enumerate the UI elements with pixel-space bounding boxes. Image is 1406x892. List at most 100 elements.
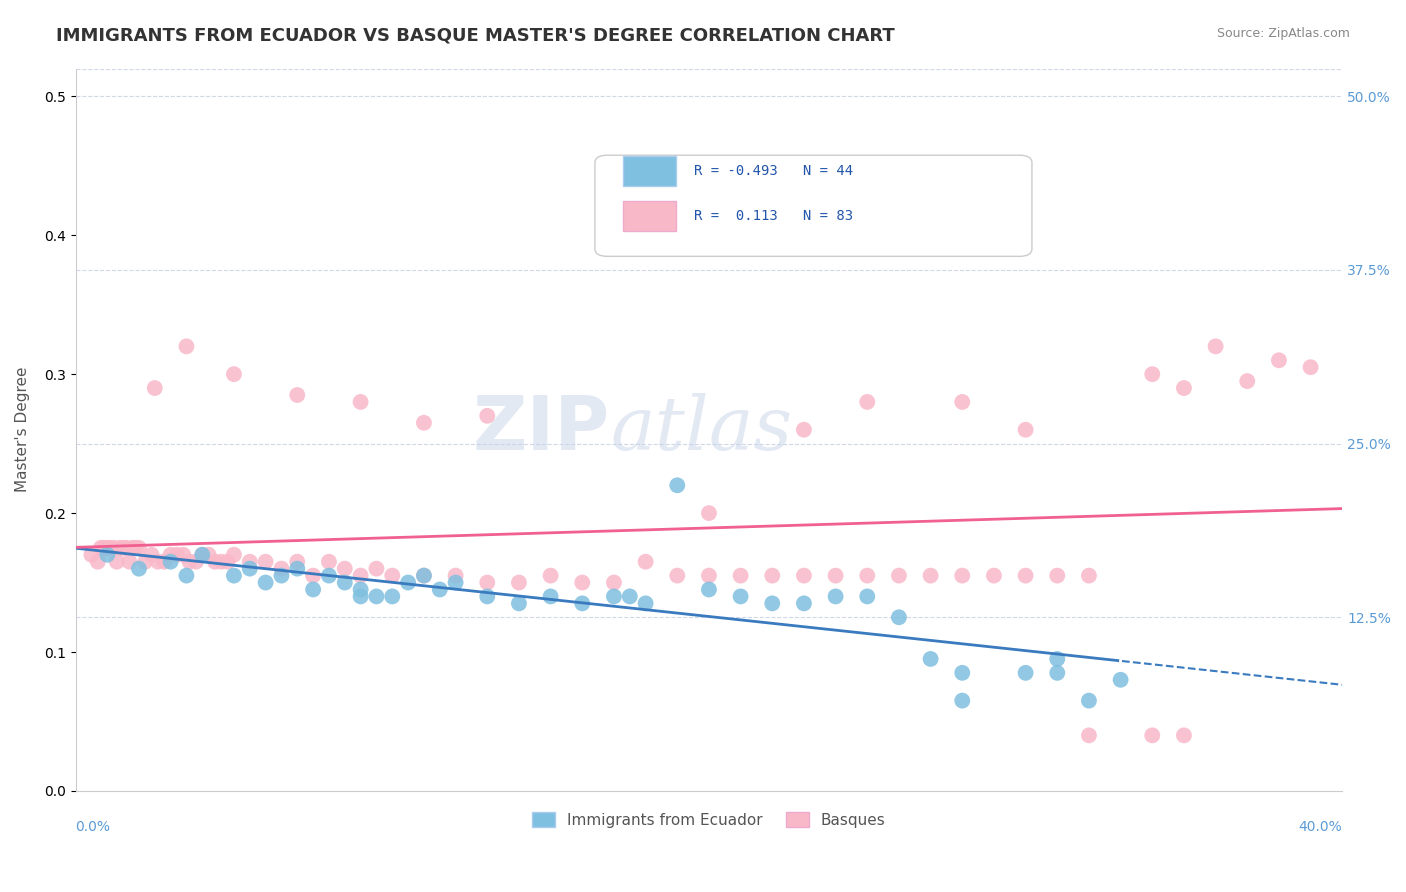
- Point: [143, 381, 166, 395]
- Point: [118, 555, 141, 569]
- Point: [333, 575, 356, 590]
- Point: [824, 590, 846, 604]
- Point: [1077, 568, 1099, 582]
- Point: [239, 555, 262, 569]
- Point: [254, 575, 277, 590]
- Point: [761, 596, 783, 610]
- Point: [197, 548, 219, 562]
- Point: [349, 568, 371, 582]
- Point: [333, 561, 356, 575]
- Point: [634, 555, 657, 569]
- Point: [1205, 339, 1227, 353]
- Point: [413, 568, 436, 582]
- Point: [159, 548, 181, 562]
- Point: [191, 548, 214, 562]
- FancyBboxPatch shape: [595, 155, 1032, 256]
- Point: [603, 575, 626, 590]
- Point: [920, 652, 942, 666]
- Point: [697, 506, 720, 520]
- Point: [1014, 423, 1036, 437]
- Point: [396, 575, 419, 590]
- Point: [222, 548, 245, 562]
- Point: [477, 590, 499, 604]
- Point: [920, 568, 942, 582]
- Point: [96, 548, 118, 562]
- Point: [413, 568, 436, 582]
- Point: [950, 395, 973, 409]
- Point: [793, 423, 815, 437]
- Point: [730, 568, 752, 582]
- Point: [366, 561, 388, 575]
- Text: R =  0.113   N = 83: R = 0.113 N = 83: [693, 209, 853, 223]
- Point: [349, 590, 371, 604]
- Point: [1046, 568, 1069, 582]
- Point: [176, 568, 198, 582]
- Point: [103, 541, 125, 555]
- Point: [184, 555, 207, 569]
- Point: [146, 555, 169, 569]
- Point: [634, 596, 657, 610]
- Point: [413, 416, 436, 430]
- Point: [217, 555, 239, 569]
- Point: [125, 541, 148, 555]
- Point: [121, 541, 143, 555]
- Point: [1299, 360, 1322, 375]
- Bar: [623, 156, 676, 186]
- Bar: [623, 201, 676, 231]
- Point: [1173, 381, 1195, 395]
- Point: [302, 582, 325, 597]
- Point: [239, 561, 262, 575]
- Text: atlas: atlas: [610, 393, 792, 466]
- Point: [429, 582, 451, 597]
- Point: [254, 555, 277, 569]
- Point: [93, 541, 115, 555]
- Point: [793, 568, 815, 582]
- Point: [1142, 728, 1164, 742]
- Point: [508, 575, 530, 590]
- Text: 40.0%: 40.0%: [1299, 820, 1343, 834]
- Point: [444, 575, 467, 590]
- Y-axis label: Master's Degree: Master's Degree: [15, 367, 30, 492]
- Point: [950, 693, 973, 707]
- Point: [1173, 728, 1195, 742]
- Point: [349, 395, 371, 409]
- Point: [381, 568, 404, 582]
- Text: Source: ZipAtlas.com: Source: ZipAtlas.com: [1216, 27, 1350, 40]
- Point: [603, 590, 626, 604]
- Point: [508, 596, 530, 610]
- Point: [209, 555, 232, 569]
- Point: [856, 395, 879, 409]
- Point: [179, 555, 201, 569]
- Point: [204, 555, 226, 569]
- Point: [134, 555, 156, 569]
- Point: [571, 596, 593, 610]
- Point: [285, 561, 308, 575]
- Point: [1014, 568, 1036, 582]
- Text: ZIP: ZIP: [472, 393, 610, 467]
- Point: [115, 541, 138, 555]
- Point: [270, 568, 292, 582]
- Point: [105, 555, 128, 569]
- Point: [1014, 665, 1036, 680]
- Point: [366, 590, 388, 604]
- Point: [571, 575, 593, 590]
- Text: R = -0.493   N = 44: R = -0.493 N = 44: [693, 164, 853, 178]
- Point: [666, 568, 689, 582]
- Point: [950, 665, 973, 680]
- Point: [1046, 652, 1069, 666]
- Point: [477, 575, 499, 590]
- Point: [477, 409, 499, 423]
- Point: [100, 541, 122, 555]
- Point: [1077, 693, 1099, 707]
- Point: [270, 561, 292, 575]
- Point: [222, 367, 245, 381]
- Point: [1142, 367, 1164, 381]
- Point: [1268, 353, 1291, 368]
- Point: [856, 568, 879, 582]
- Point: [108, 541, 131, 555]
- Point: [222, 568, 245, 582]
- Point: [540, 590, 562, 604]
- Point: [887, 610, 910, 624]
- Point: [856, 590, 879, 604]
- Point: [793, 596, 815, 610]
